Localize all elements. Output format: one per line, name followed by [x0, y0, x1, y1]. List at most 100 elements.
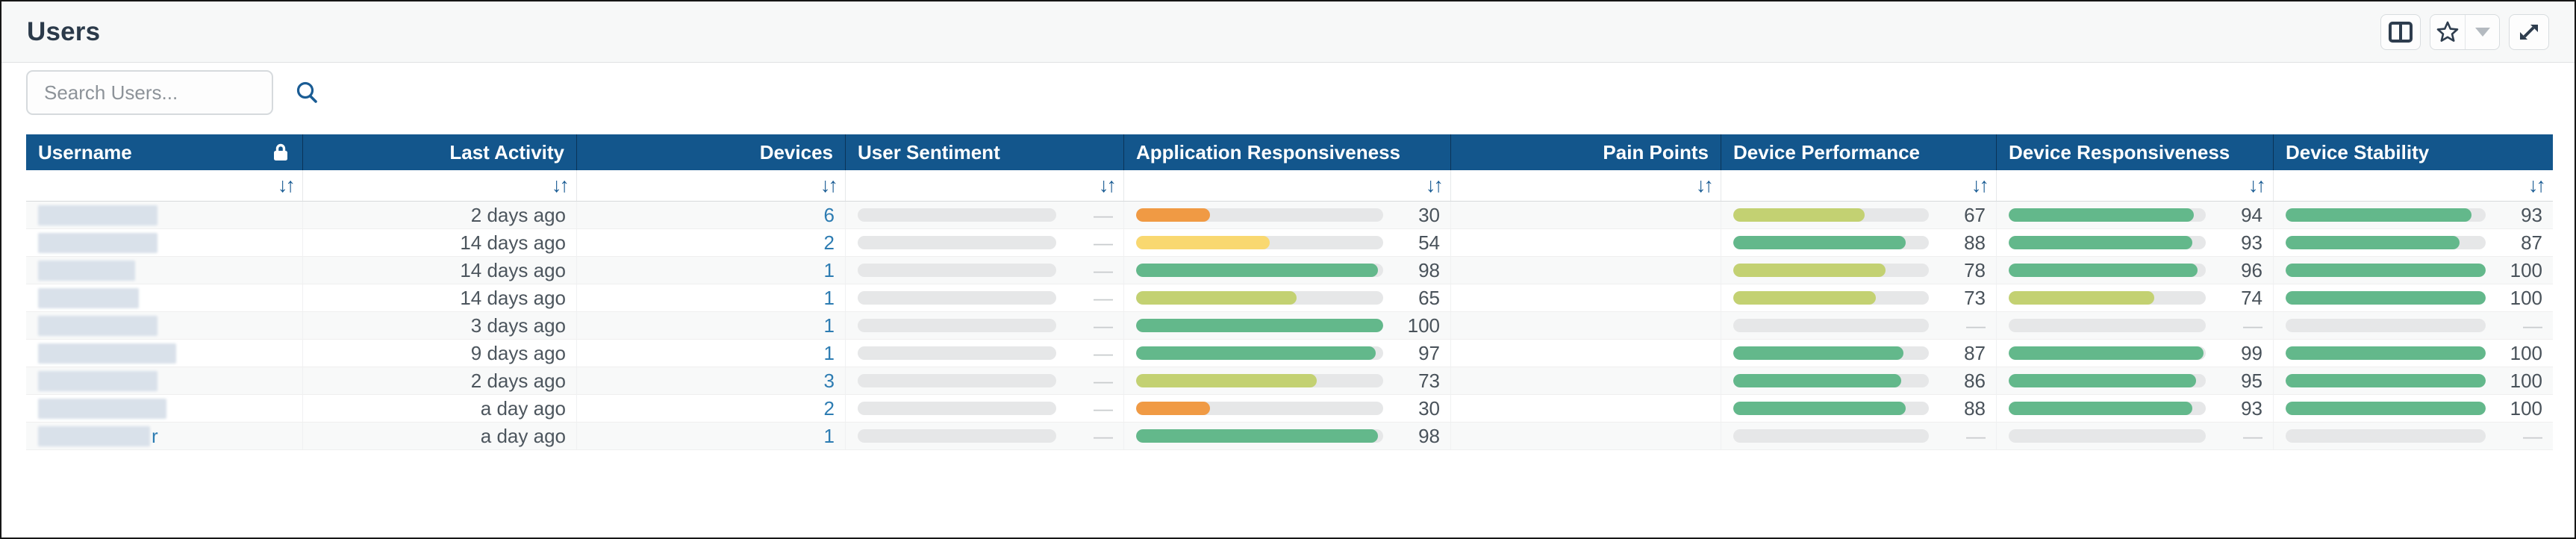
- device_responsiveness-cell: 93: [1996, 229, 2273, 256]
- meter-value: —: [1094, 341, 1113, 364]
- columns-button[interactable]: [2380, 13, 2421, 50]
- meter-value: —: [1094, 396, 1113, 420]
- devices-link[interactable]: 1: [823, 314, 835, 337]
- last_activity-value: 2 days ago: [470, 203, 566, 226]
- column-header-devices[interactable]: Devices: [576, 134, 845, 170]
- devices-cell: 2: [576, 229, 845, 256]
- column-header-device_stability[interactable]: Device Stability: [2273, 134, 2553, 170]
- user_sentiment-cell: —: [845, 229, 1123, 256]
- device_performance-cell: 67: [1721, 202, 1996, 228]
- device_stability-cell: 100: [2273, 367, 2553, 394]
- meter-bar: [2286, 346, 2486, 360]
- sort-icon[interactable]: ↓↑: [820, 174, 838, 196]
- meter-value: 100: [2510, 258, 2542, 281]
- search-icon[interactable]: [294, 80, 319, 105]
- column-header-pain_points[interactable]: Pain Points: [1450, 134, 1721, 170]
- devices-link[interactable]: 1: [823, 341, 835, 364]
- table-row: 14 days ago 1 — 98 78 96 100: [26, 257, 2553, 284]
- meter-value: 100: [2510, 341, 2542, 364]
- meter-value: —: [1966, 314, 1986, 337]
- meter-value: —: [1094, 231, 1113, 254]
- last_activity-value: 14 days ago: [460, 286, 566, 309]
- meter-fill: [1136, 346, 1376, 360]
- content-area: Username Last Activity Devices User Sentime…: [1, 63, 2575, 538]
- meter-value: 74: [2241, 286, 2262, 309]
- star-icon: [2436, 20, 2460, 43]
- meter-fill: [1136, 402, 1211, 415]
- sort-icon[interactable]: ↓↑: [2528, 174, 2546, 196]
- page-title: Users: [27, 16, 101, 46]
- sort-icon[interactable]: ↓↑: [1099, 174, 1117, 196]
- columns-icon: [2388, 21, 2413, 43]
- sort-icon[interactable]: ↓↑: [552, 174, 570, 196]
- meter-bar: [2009, 319, 2206, 332]
- meter-bar: [2009, 291, 2206, 305]
- meter-bar: [1733, 291, 1929, 305]
- meter-fill: [1733, 374, 1902, 387]
- lock-icon: [271, 142, 290, 163]
- meter-bar: [2286, 236, 2486, 249]
- device_responsiveness-cell: 96: [1996, 257, 2273, 284]
- meter-bar: [1733, 264, 1929, 277]
- meter-bar: [2009, 346, 2206, 360]
- sort-cell-device_performance: ↓↑: [1721, 170, 1996, 201]
- pain_points-cell: [1450, 340, 1721, 367]
- sort-icon[interactable]: ↓↑: [1696, 174, 1714, 196]
- devices-link[interactable]: 2: [823, 231, 835, 254]
- favorite-menu-button[interactable]: [2465, 14, 2499, 49]
- sort-icon[interactable]: ↓↑: [278, 174, 296, 196]
- username-link[interactable]: r: [152, 424, 158, 447]
- app_responsiveness-cell: 65: [1123, 284, 1450, 311]
- table-row: a day ago 2 — 30 88 93 100: [26, 395, 2553, 423]
- meter-bar: [1733, 402, 1929, 415]
- expand-icon: [2517, 20, 2541, 44]
- sort-cell-app_responsiveness: ↓↑: [1123, 170, 1450, 201]
- device_stability-cell: —: [2273, 312, 2553, 339]
- redacted-username: [38, 232, 158, 253]
- column-header-device_performance[interactable]: Device Performance: [1721, 134, 1996, 170]
- devices-link[interactable]: 1: [823, 286, 835, 309]
- table-row: r a day ago 1 — 98 — — —: [26, 423, 2553, 450]
- devices-cell: 1: [576, 284, 845, 311]
- meter-value: 94: [2241, 203, 2262, 226]
- sort-cell-username: ↓↑: [26, 170, 302, 201]
- meter-bar: [1136, 291, 1383, 305]
- search-input[interactable]: [44, 81, 294, 105]
- app_responsiveness-cell: 54: [1123, 229, 1450, 256]
- user_sentiment-cell: —: [845, 340, 1123, 367]
- meter-bar: [1136, 236, 1383, 249]
- column-header-username[interactable]: Username: [26, 134, 302, 170]
- devices-link[interactable]: 2: [823, 396, 835, 420]
- last_activity-value: 14 days ago: [460, 231, 566, 254]
- expand-button[interactable]: [2509, 13, 2549, 50]
- meter-bar: [2286, 374, 2486, 387]
- meter-value: 93: [2241, 231, 2262, 254]
- user_sentiment-cell: —: [845, 423, 1123, 449]
- favorite-button[interactable]: [2430, 15, 2465, 49]
- meter-fill: [2286, 346, 2486, 360]
- column-header-user_sentiment[interactable]: User Sentiment: [845, 134, 1123, 170]
- username-cell: [26, 284, 302, 311]
- last_activity-cell: a day ago: [302, 423, 576, 449]
- devices-link[interactable]: 6: [823, 203, 835, 226]
- meter-value: 93: [2241, 396, 2262, 420]
- column-header-device_responsiveness[interactable]: Device Responsiveness: [1996, 134, 2273, 170]
- sort-icon[interactable]: ↓↑: [1971, 174, 1989, 196]
- column-header-last_activity[interactable]: Last Activity: [302, 134, 576, 170]
- meter-bar: [1733, 346, 1929, 360]
- meter-value: 87: [2521, 231, 2542, 254]
- meter-fill: [2009, 236, 2192, 249]
- sort-icon[interactable]: ↓↑: [1426, 174, 1444, 196]
- devices-link[interactable]: 3: [823, 369, 835, 392]
- meter-fill: [2286, 236, 2460, 249]
- devices-link[interactable]: 1: [823, 258, 835, 281]
- devices-cell: 1: [576, 340, 845, 367]
- column-header-app_responsiveness[interactable]: Application Responsiveness: [1123, 134, 1450, 170]
- column-header-label: User Sentiment: [858, 140, 1000, 163]
- meter-bar: [2009, 374, 2206, 387]
- device_stability-cell: 100: [2273, 395, 2553, 422]
- table-header-row: Username Last Activity Devices User Sentime…: [26, 134, 2553, 170]
- column-header-label: Device Stability: [2286, 140, 2430, 163]
- devices-link[interactable]: 1: [823, 424, 835, 447]
- sort-icon[interactable]: ↓↑: [2248, 174, 2266, 196]
